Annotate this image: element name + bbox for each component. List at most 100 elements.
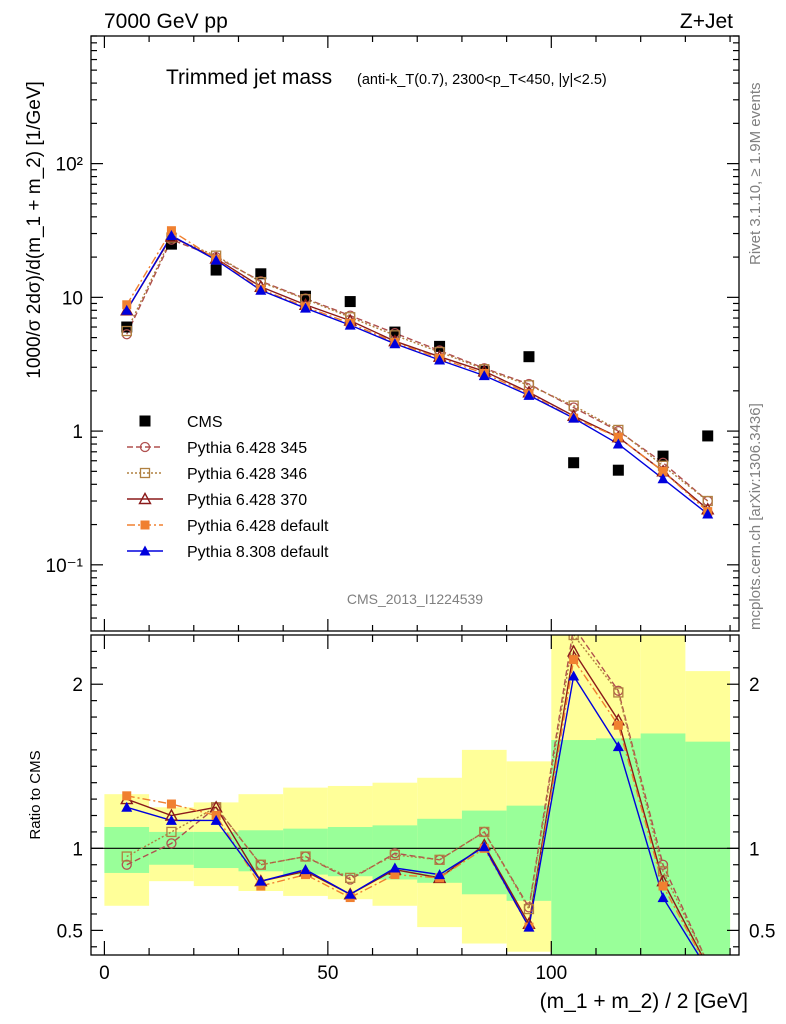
plot-title: Trimmed jet mass bbox=[166, 66, 332, 89]
legend-marker-pythia-6-428-346 bbox=[139, 467, 151, 479]
main-axis-ticks: 10⁻¹ 1 10 10² bbox=[46, 35, 739, 631]
ratio-point-pythia-8-308-default-1 bbox=[165, 814, 177, 825]
point-pythia-8-308-default-6 bbox=[389, 338, 401, 349]
point-pythia-8-308-default-12 bbox=[657, 473, 669, 484]
ratio-point-pythia-6-428-346-0 bbox=[121, 851, 132, 862]
point-pythia-8-308-default-5 bbox=[344, 319, 356, 330]
legend: CMS Pythia 6.428 345 Pythia 6.428 346 Pythi… bbox=[127, 414, 329, 561]
ratio-point-pythia-6-428-default-1 bbox=[166, 799, 176, 809]
ratio-y-tick-label-right: 2 bbox=[749, 675, 760, 696]
ratio-point-pythia-6-428-346-3 bbox=[255, 859, 266, 870]
point-cms-9 bbox=[523, 351, 535, 363]
point-pythia-8-308-default-1 bbox=[165, 230, 177, 241]
ratio-point-pythia-6-428-346-5 bbox=[345, 872, 356, 884]
ratio-frame bbox=[90, 634, 740, 956]
legend-label-cms: CMS bbox=[187, 414, 223, 431]
point-cms-4 bbox=[300, 290, 312, 302]
ratio-point-pythia-8-308-default-8 bbox=[478, 841, 490, 852]
legend-label-pythia-8-308-default: Pythia 8.308 default bbox=[187, 544, 329, 561]
ratio-plot-area bbox=[91, 635, 739, 955]
ratio-line-pythia-8-308-default bbox=[126, 674, 700, 955]
legend-marker-cms bbox=[139, 415, 151, 427]
main-frame bbox=[90, 35, 740, 632]
x-tick-label: 100 bbox=[535, 963, 567, 984]
main-y-axis-label: 1000/σ 2dσ)/d(m_1 + m_2) [1/GeV] bbox=[24, 81, 45, 379]
point-pythia-8-308-default-10 bbox=[568, 412, 580, 423]
uncertainty-band-inner bbox=[104, 827, 150, 873]
legend-marker-pythia-8-308-default bbox=[139, 545, 151, 556]
uncertainty-band-inner bbox=[640, 733, 686, 955]
uncertainty-band-inner bbox=[595, 738, 641, 955]
ratio-point-pythia-8-308-default-7 bbox=[434, 869, 446, 880]
ratio-point-pythia-8-308-default-5 bbox=[344, 888, 356, 899]
uncertainty-band-inner bbox=[327, 827, 373, 877]
x-axis-label: (m_1 + m_2) / 2 [GeV] bbox=[540, 990, 748, 1013]
point-pythia-8-308-default-3 bbox=[255, 284, 267, 295]
uncertainty-band-inner bbox=[193, 831, 239, 869]
ratio-y-tick-label-right: 0.5 bbox=[749, 921, 775, 942]
ratio-point-pythia-6-428-346-6 bbox=[389, 849, 401, 861]
ratio-point-pythia-8-308-default-2 bbox=[210, 814, 222, 825]
ratio-line-pythia-6-428-370 bbox=[126, 649, 703, 955]
legend-marker-pythia-6-428-370 bbox=[138, 492, 152, 505]
plot-title-detail: (anti-k_T(0.7), 2300<p_T<450, |y|<2.5) bbox=[357, 72, 607, 88]
series-line-pythia-6-428-345 bbox=[126, 238, 709, 502]
point-pythia-8-308-default-11 bbox=[612, 438, 624, 449]
point-pythia-8-308-default-13 bbox=[702, 508, 714, 519]
ratio-point-pythia-6-428-346-1 bbox=[166, 826, 177, 838]
ratio-y-axis-label: Ratio to CMS bbox=[27, 750, 44, 839]
point-pythia-6-428-346-0 bbox=[121, 325, 132, 337]
ratio-line-pythia-6-428-default bbox=[126, 657, 702, 955]
ratio-point-pythia-6-428-default-11 bbox=[613, 720, 623, 730]
ratio-point-pythia-8-308-default-6 bbox=[389, 862, 401, 873]
uncertainty-band-inner bbox=[506, 805, 552, 901]
point-cms-3 bbox=[255, 268, 267, 280]
point-pythia-8-308-default-7 bbox=[434, 354, 446, 365]
legend-label-pythia-6-428-345: Pythia 6.428 345 bbox=[187, 440, 307, 457]
ratio-point-pythia-6-428-346-11 bbox=[613, 687, 624, 698]
mcplots-label: mcplots.cern.ch [arXiv:1306.3436] bbox=[747, 403, 764, 630]
y-tick-label: 10 bbox=[62, 288, 83, 309]
legend-label-pythia-6-428-default: Pythia 6.428 default bbox=[187, 518, 329, 535]
rivet-label: Rivet 3.1.10, ≥ 1.9M events bbox=[747, 83, 764, 266]
ratio-point-pythia-6-428-default-0 bbox=[122, 791, 132, 801]
ratio-point-pythia-6-428-345-0 bbox=[121, 859, 132, 870]
point-cms-11 bbox=[612, 464, 624, 476]
uncertainty-band-inner bbox=[238, 830, 284, 872]
series-line-pythia-8-308-default bbox=[126, 234, 709, 515]
ratio-y-tick-label-left: 1 bbox=[72, 839, 83, 860]
ratio-point-pythia-6-428-346-7 bbox=[434, 854, 445, 865]
legend-label-pythia-6-428-346: Pythia 6.428 346 bbox=[187, 466, 307, 483]
ratio-point-pythia-8-308-default-11 bbox=[612, 741, 624, 752]
point-cms-13 bbox=[702, 430, 714, 442]
point-cms-2 bbox=[210, 264, 222, 276]
header-left: 7000 GeV pp bbox=[104, 10, 228, 33]
ratio-point-pythia-6-428-345-1 bbox=[166, 838, 177, 849]
analysis-watermark: CMS_2013_I1224539 bbox=[347, 591, 483, 607]
uncertainty-band-inner bbox=[551, 740, 596, 955]
point-pythia-8-308-default-9 bbox=[523, 389, 535, 400]
point-pythia-8-308-default-2 bbox=[210, 254, 222, 265]
ratio-y-tick-label-right: 1 bbox=[749, 839, 760, 860]
point-pythia-6-428-default-12 bbox=[658, 466, 668, 476]
legend-marker-pythia-6-428-345 bbox=[139, 441, 151, 453]
point-cms-10 bbox=[568, 457, 580, 469]
ratio-line-pythia-6-428-346 bbox=[126, 635, 705, 955]
point-pythia-6-428-default-11 bbox=[613, 432, 623, 442]
y-tick-label: 10² bbox=[56, 155, 83, 176]
ratio-point-pythia-8-308-default-9 bbox=[523, 921, 535, 932]
x-tick-label: 0 bbox=[99, 963, 110, 984]
ratio-point-pythia-6-428-345-12 bbox=[657, 859, 669, 870]
ratio-point-pythia-6-428-default-6 bbox=[390, 870, 400, 880]
ratio-point-pythia-6-428-default-10 bbox=[569, 655, 579, 665]
ratio-point-pythia-6-428-346-4 bbox=[300, 851, 311, 862]
ratio-y-tick-label-left: 0.5 bbox=[57, 921, 83, 942]
legend-label-pythia-6-428-370: Pythia 6.428 370 bbox=[187, 492, 307, 509]
ratio-point-pythia-6-428-default-3 bbox=[256, 881, 266, 891]
point-cms-12 bbox=[657, 450, 669, 462]
ratio-point-pythia-8-308-default-4 bbox=[300, 864, 312, 875]
ratio-point-pythia-8-308-default-12 bbox=[657, 892, 669, 903]
point-pythia-8-308-default-4 bbox=[300, 302, 312, 313]
ratio-point-pythia-6-428-346-9 bbox=[523, 903, 535, 915]
